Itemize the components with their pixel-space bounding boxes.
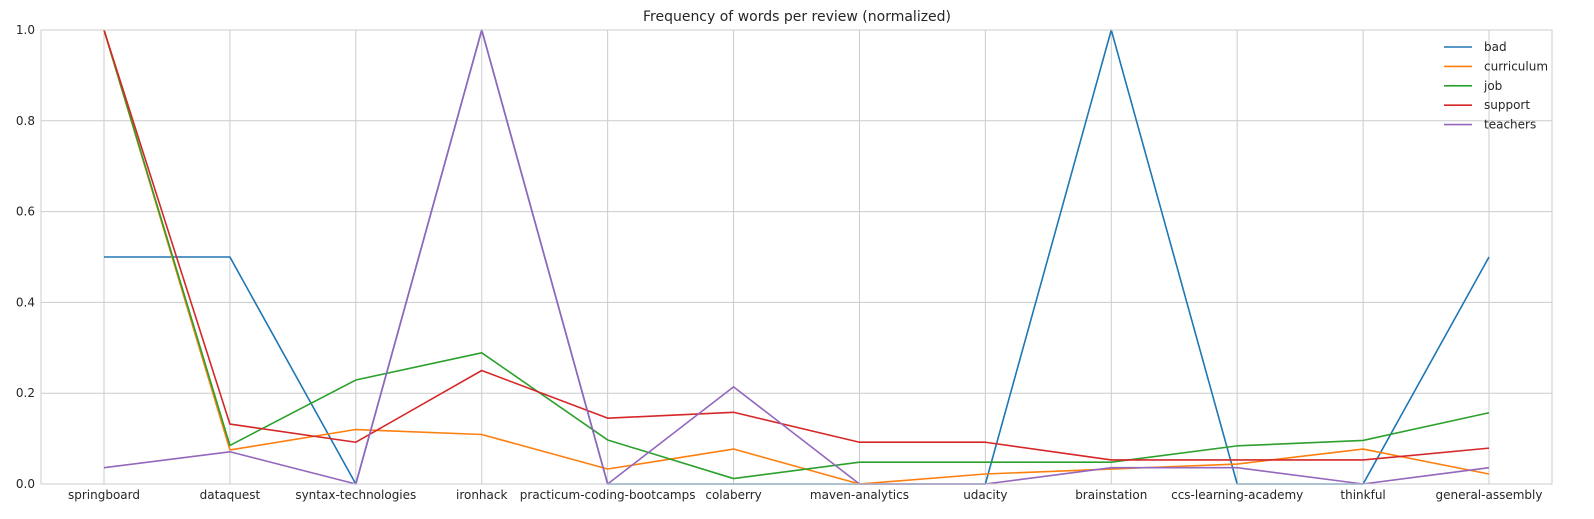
legend-label-curriculum: curriculum xyxy=(1484,59,1548,73)
grid-layer xyxy=(41,29,1552,485)
x-tick-label: ironhack xyxy=(456,488,508,502)
x-tick-label: colaberry xyxy=(705,488,761,502)
x-tick-label: brainstation xyxy=(1075,488,1147,502)
x-tick-label: maven-analytics xyxy=(810,488,909,502)
legend-label-teachers: teachers xyxy=(1484,118,1536,132)
series-line-support xyxy=(103,29,1490,461)
series-line-bad xyxy=(104,29,1490,485)
x-tick-label: general-assembly xyxy=(1436,488,1543,502)
x-tick-label: udacity xyxy=(963,488,1007,502)
axis-layer: 0.0 0.2 0.4 0.6 0.8 1.0 springboard dataquest sy… xyxy=(16,23,1553,502)
series-line-job xyxy=(103,29,1490,480)
x-tick-label: practicum-coding-bootcamps xyxy=(520,488,696,502)
legend-label-job: job xyxy=(1483,79,1502,93)
legend-label-bad: bad xyxy=(1484,40,1507,54)
x-tick-label: thinkful xyxy=(1340,488,1385,502)
x-tick-label: ccs-learning-academy xyxy=(1171,488,1303,502)
y-tick-label: 0.0 xyxy=(16,477,35,491)
x-tick-label: syntax-technologies xyxy=(295,488,416,502)
series-line-curriculum xyxy=(103,29,1490,485)
y-tick-label: 0.4 xyxy=(16,295,35,309)
y-tick-label: 0.8 xyxy=(16,114,35,128)
x-tick-label: springboard xyxy=(68,488,140,502)
x-tick-label: dataquest xyxy=(200,488,261,502)
chart-title: Frequency of words per review (normalize… xyxy=(643,9,951,25)
legend-label-support: support xyxy=(1484,98,1530,112)
legend: bad curriculum job support teachers xyxy=(1444,40,1548,132)
plot-frame xyxy=(40,29,1553,485)
y-tick-label: 0.6 xyxy=(16,205,35,219)
series-layer xyxy=(103,29,1490,485)
series-line-teachers xyxy=(103,29,1490,485)
y-tick-label: 0.2 xyxy=(16,386,35,400)
y-tick-label: 1.0 xyxy=(16,23,35,37)
